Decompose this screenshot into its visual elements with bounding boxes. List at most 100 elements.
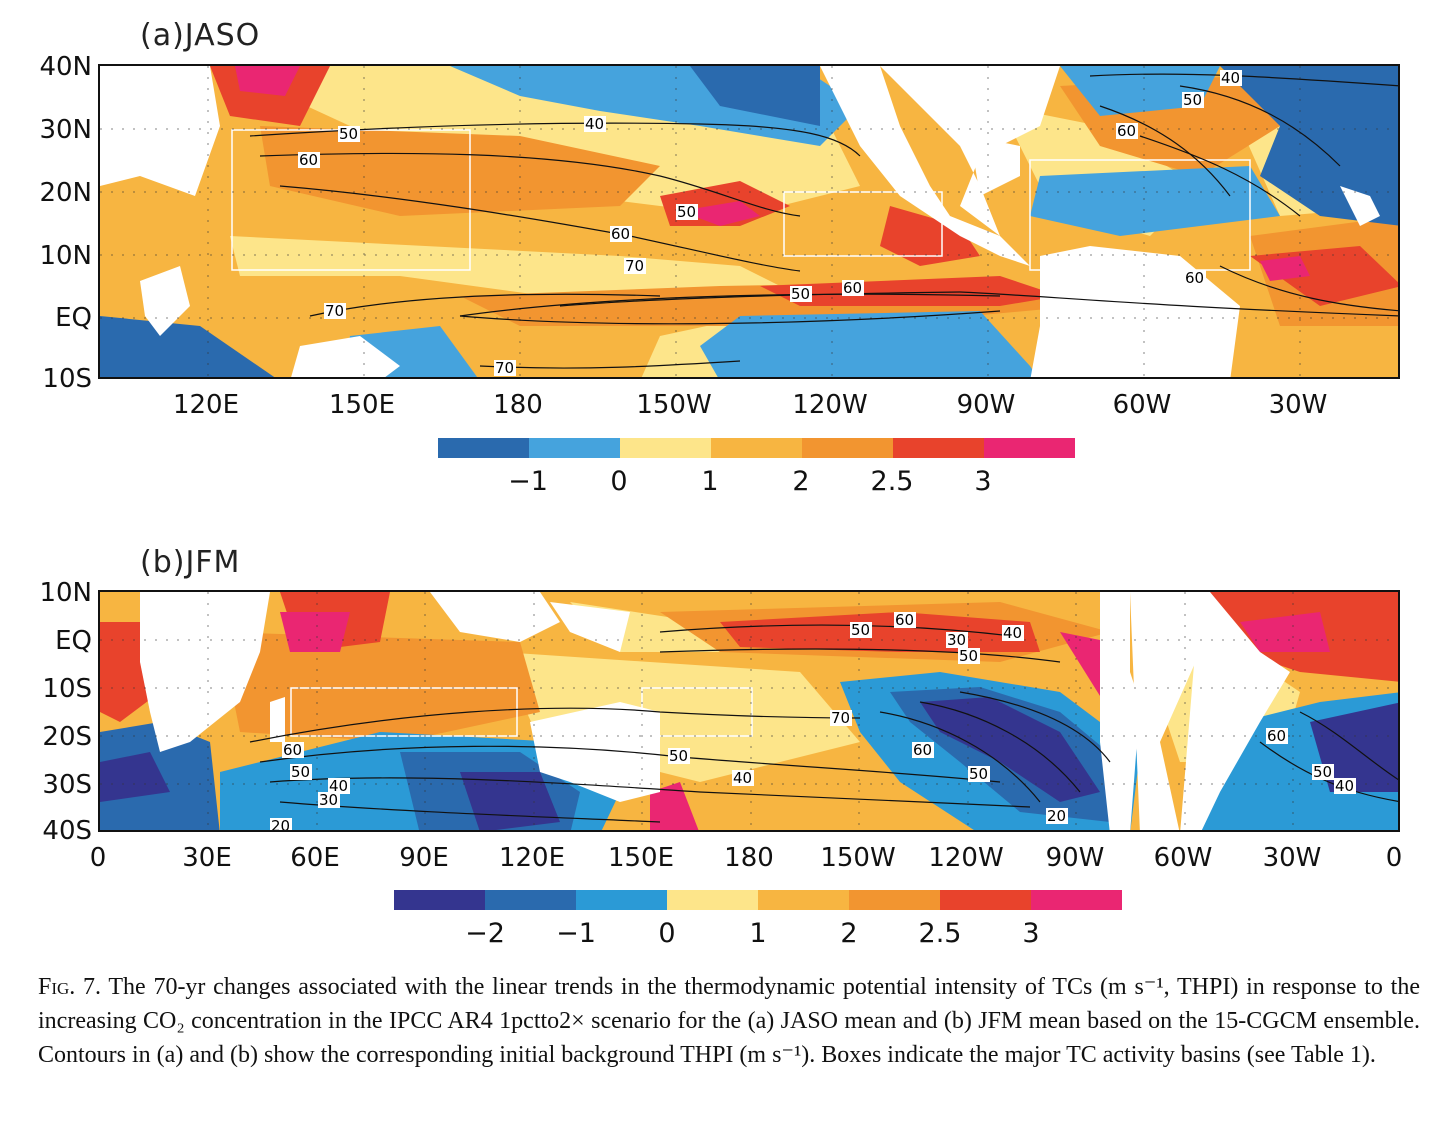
colorbar-segment (849, 890, 940, 910)
contour-label: 70 (325, 302, 344, 320)
contour-label: 40 (329, 777, 348, 795)
contour-label: 50 (339, 125, 358, 143)
contour-label: 50 (1183, 91, 1202, 109)
panel-a-map: 40 50 60 50 40 50 60 60 70 50 60 70 70 6… (98, 64, 1400, 379)
panel-b-ytick: 10N (39, 578, 92, 608)
panel-b-title: (b)JFM (140, 545, 241, 580)
panel-b-colorbar-label: −2 (465, 918, 505, 949)
panel-b-ytick: 40S (42, 816, 92, 846)
colorbar-segment (576, 890, 667, 910)
contour-label: 50 (291, 763, 310, 781)
panel-a-xtick: 60W (1112, 390, 1172, 420)
panel-a-ytick: EQ (55, 303, 92, 333)
panel-b-colorbar-label: 2.5 (918, 918, 962, 949)
panel-b-ytick: 20S (42, 722, 92, 752)
panel-a-xtick: 150W (636, 390, 712, 420)
contour-label: 60 (283, 741, 302, 759)
colorbar-segment (394, 890, 485, 910)
panel-b-xtick: 60W (1153, 843, 1213, 873)
panel-a-xtick: 180 (493, 390, 543, 420)
contour-label: 40 (1335, 777, 1354, 795)
panel-a-xtick: 30W (1268, 390, 1328, 420)
panel-b-ytick: EQ (55, 626, 92, 656)
panel-a-xtick: 120W (792, 390, 868, 420)
contour-label: 50 (669, 747, 688, 765)
panel-b-colorbar-label: 3 (1022, 918, 1040, 949)
panel-b-colorbar-label: 1 (749, 918, 767, 949)
colorbar-segment (984, 438, 1075, 458)
colorbar-segment (758, 890, 849, 910)
panel-b-map: 50 60 30 40 50 70 60 60 50 40 30 20 50 4… (98, 590, 1400, 832)
panel-b-contour-labels: 50 60 30 40 50 70 60 60 50 40 30 20 50 4… (270, 611, 1356, 832)
panel-a-ytick: 30N (39, 115, 92, 145)
colorbar-segment (529, 438, 620, 458)
panel-b-xtick: 30E (182, 843, 232, 873)
panel-b-xtick: 0 (1385, 843, 1403, 873)
contour-label: 50 (851, 621, 870, 639)
panel-a-colorbar-label: 3 (974, 466, 992, 497)
contour-label: 60 (611, 225, 630, 243)
panel-a-xtick: 120E (172, 390, 240, 420)
panel-a-colorbar (438, 438, 1075, 458)
panel-a-ytick: 40N (39, 52, 92, 82)
colorbar-segment (438, 438, 529, 458)
panel-b-ytick: 30S (42, 770, 92, 800)
contour-label: 60 (1117, 122, 1136, 140)
panel-b-ytick: 10S (42, 674, 92, 704)
panel-b-xtick: 180 (724, 843, 774, 873)
panel-b-xtick: 30W (1262, 843, 1322, 873)
panel-a-xtick: 90W (956, 390, 1016, 420)
panel-a-ytick: 10S (42, 364, 92, 394)
contour-label: 70 (495, 359, 514, 377)
contour-label: 40 (733, 769, 752, 787)
contour-label: 30 (319, 791, 338, 809)
colorbar-segment (893, 438, 984, 458)
panel-b-xtick: 0 (89, 843, 107, 873)
panel-a-ytick: 10N (39, 241, 92, 271)
panel-b-colorbar (394, 890, 1122, 910)
contour-label: 50 (791, 285, 810, 303)
caption-text: The 70-yr changes associated with the li… (38, 974, 1420, 1068)
panel-a-colorbar-label: 0 (610, 466, 628, 497)
panel-a-contour-labels: 40 50 60 50 40 50 60 60 70 50 60 70 70 6… (298, 69, 1242, 377)
panel-a-field: 40 50 60 50 40 50 60 60 70 50 60 70 70 6… (100, 66, 1398, 377)
figure-caption: Fig. 7. The 70-yr changes associated wit… (38, 970, 1420, 1072)
contour-label: 40 (585, 115, 604, 133)
contour-label: 50 (969, 765, 988, 783)
panel-b-field: 50 60 30 40 50 70 60 60 50 40 30 20 50 4… (100, 592, 1398, 832)
contour-label: 60 (843, 279, 862, 297)
panel-b-colorbar-label: −1 (556, 918, 596, 949)
contour-label: 30 (947, 631, 966, 649)
panel-b-xtick: 150W (820, 843, 896, 873)
panel-b-xtick: 120W (928, 843, 1004, 873)
contour-label: 40 (1221, 69, 1240, 87)
panel-a-colorbar-label: 1 (701, 466, 719, 497)
colorbar-segment (667, 890, 758, 910)
contour-label: 20 (271, 817, 290, 832)
contour-label: 60 (1267, 727, 1286, 745)
panel-b-xtick: 150E (607, 843, 675, 873)
contour-label: 50 (677, 203, 696, 221)
contour-label: 60 (913, 741, 932, 759)
panel-a-xtick: 150E (328, 390, 396, 420)
panel-a-colorbar-label: 2 (792, 466, 810, 497)
panel-b-colorbar-label: 2 (840, 918, 858, 949)
panel-b-xtick: 60E (290, 843, 340, 873)
colorbar-segment (802, 438, 893, 458)
contour-label: 20 (1047, 807, 1066, 825)
colorbar-segment (1031, 890, 1122, 910)
colorbar-segment (620, 438, 711, 458)
contour-label: 70 (625, 257, 644, 275)
panel-a-colorbar-label: −1 (508, 466, 548, 497)
contour-label: 70 (831, 709, 850, 727)
panel-a-title: (a)JASO (140, 18, 261, 53)
figure-label: Fig. 7. (38, 974, 102, 1000)
contour-label: 60 (1185, 269, 1204, 287)
colorbar-segment (940, 890, 1031, 910)
panel-b-colorbar-label: 0 (658, 918, 676, 949)
panel-b-xtick: 90W (1045, 843, 1105, 873)
panel-a-ytick: 20N (39, 178, 92, 208)
contour-label: 60 (299, 151, 318, 169)
contour-label: 60 (895, 611, 914, 629)
panel-a-colorbar-label: 2.5 (870, 466, 914, 497)
